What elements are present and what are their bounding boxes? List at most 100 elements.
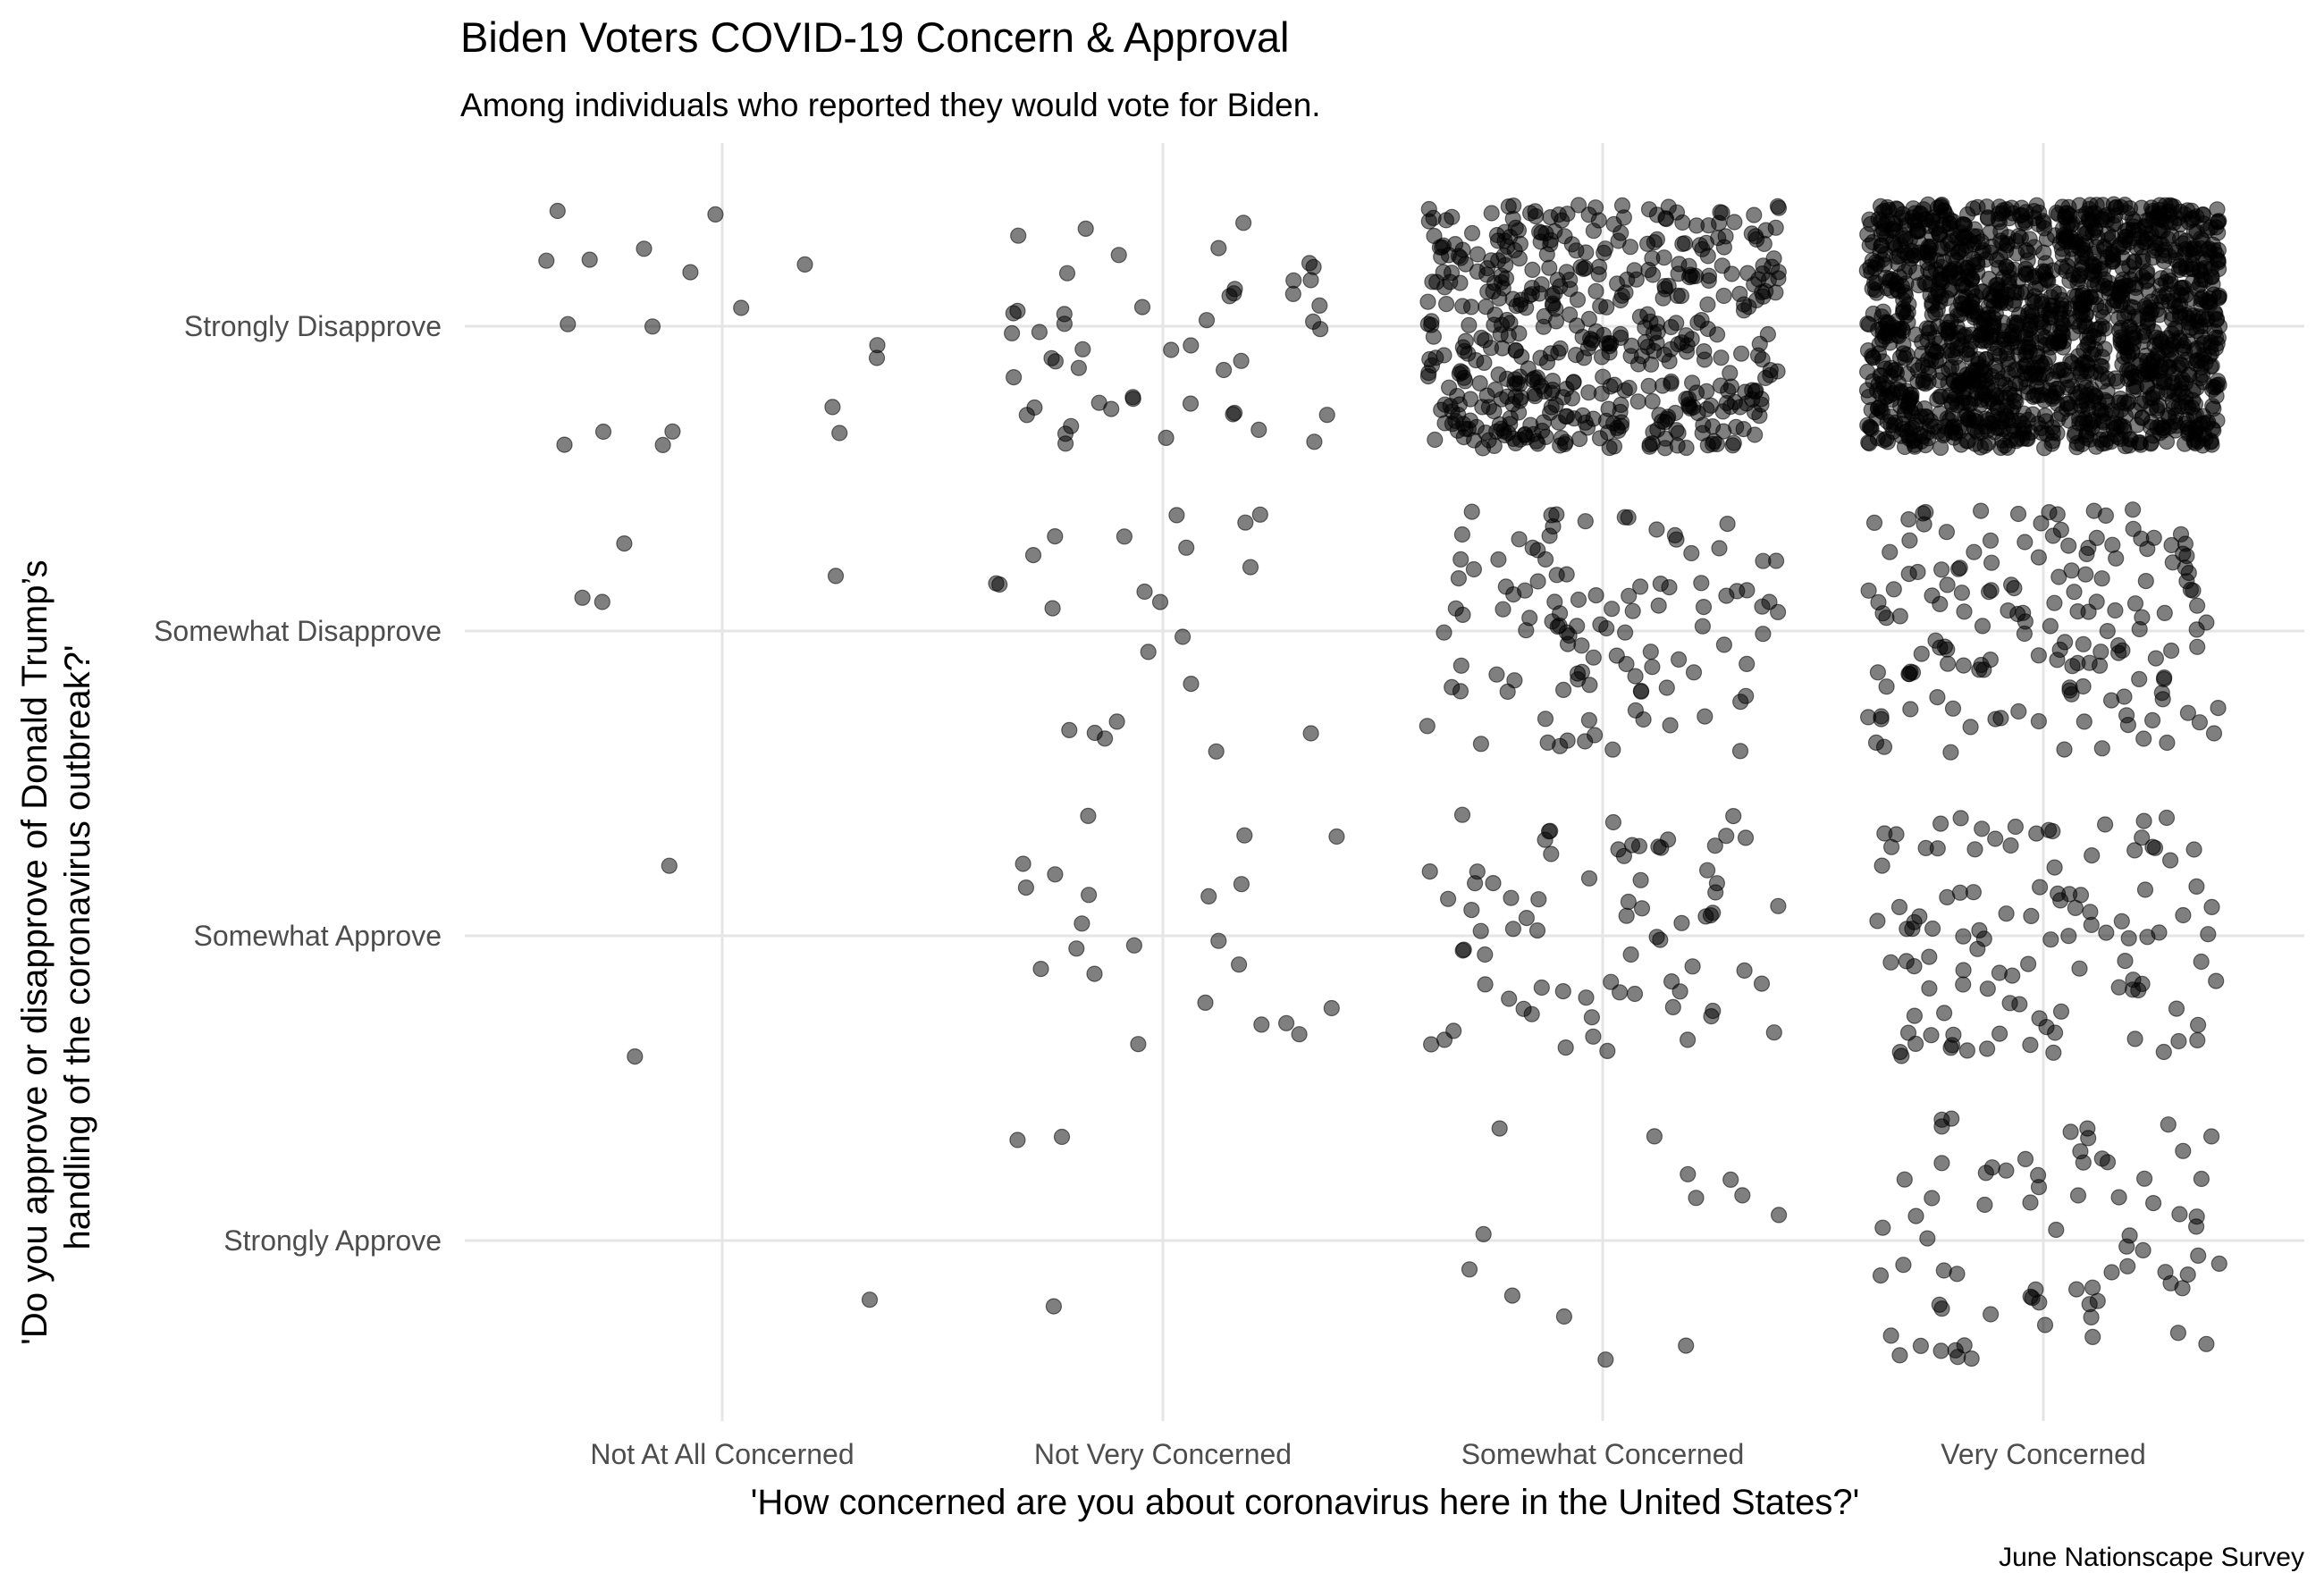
data-point — [1641, 438, 1658, 455]
data-point — [2070, 348, 2087, 365]
data-point — [2144, 838, 2161, 855]
data-point — [1719, 515, 1736, 533]
data-point — [1906, 1007, 1923, 1024]
data-point — [1463, 224, 1481, 241]
data-point — [1664, 998, 1681, 1016]
data-point — [1451, 396, 1469, 413]
data-point — [2151, 397, 2168, 414]
data-point — [2030, 549, 2047, 566]
data-point — [1982, 532, 2000, 549]
data-point — [1057, 435, 1074, 452]
data-point — [538, 252, 555, 269]
data-point — [1503, 1287, 1521, 1304]
data-point — [1976, 1196, 1993, 1214]
data-point — [1707, 884, 1724, 901]
data-point — [2109, 373, 2126, 390]
data-point — [1983, 554, 2000, 571]
data-point — [1644, 392, 1661, 410]
data-point — [1251, 506, 1268, 523]
data-point — [1557, 408, 1574, 425]
data-point — [1992, 710, 2009, 727]
data-point — [1550, 206, 1568, 223]
data-point — [560, 315, 577, 332]
data-point — [1453, 526, 1471, 543]
data-point — [2194, 206, 2211, 223]
data-point — [1183, 675, 1200, 693]
data-point — [1711, 540, 1728, 557]
data-point — [1491, 1120, 1508, 1137]
data-point — [2009, 605, 2026, 623]
data-point — [2001, 995, 2018, 1012]
data-point — [1086, 724, 1103, 742]
data-point — [1919, 254, 1936, 271]
data-point — [2080, 1130, 2097, 1147]
data-point — [2042, 931, 2059, 948]
data-point — [1425, 209, 1442, 226]
data-point — [1549, 272, 1566, 289]
data-point — [2041, 821, 2058, 838]
data-point — [1053, 1128, 1071, 1146]
data-point — [1747, 291, 1765, 308]
data-point — [1755, 626, 1772, 643]
data-point — [1668, 531, 1685, 548]
data-point — [1485, 874, 1502, 892]
data-point — [2084, 392, 2101, 409]
data-point — [2108, 550, 2125, 567]
data-point — [1047, 527, 1064, 545]
data-point — [2157, 1264, 2174, 1281]
data-point — [1537, 551, 1554, 568]
data-point — [1471, 374, 1488, 391]
data-point — [2026, 209, 2043, 227]
data-point — [2136, 881, 2154, 898]
data-point — [1632, 683, 1650, 700]
data-point — [1563, 236, 1580, 253]
data-point — [2075, 677, 2092, 695]
data-point — [1971, 661, 1988, 678]
data-point — [2135, 1241, 2151, 1259]
data-point — [2210, 261, 2227, 278]
data-point — [1673, 914, 1690, 931]
data-point — [1529, 573, 1546, 590]
y-tick-label: Strongly Approve — [223, 1224, 442, 1257]
y-axis-title-line-2: handling of the coronavirus outbreak?' — [58, 645, 97, 1250]
data-point — [2060, 537, 2077, 554]
data-point — [1461, 316, 1478, 333]
data-point — [1618, 655, 1635, 673]
data-point — [1577, 259, 1594, 276]
data-point — [1533, 979, 1550, 997]
data-point — [2093, 570, 2110, 587]
data-point — [831, 425, 848, 442]
data-point — [1580, 711, 1598, 728]
data-point — [1974, 820, 1991, 837]
data-point — [1601, 338, 1618, 355]
data-point — [2193, 1170, 2210, 1188]
data-point — [1133, 299, 1151, 315]
data-point — [1225, 285, 1242, 302]
data-point — [1461, 1261, 1478, 1278]
data-point — [2179, 704, 2196, 721]
data-point — [1979, 980, 1996, 997]
data-point — [1891, 248, 1908, 265]
data-point — [1554, 681, 1572, 699]
data-point — [2104, 536, 2121, 553]
data-point — [1983, 582, 2000, 599]
data-point — [1932, 439, 1949, 457]
data-point — [644, 318, 661, 335]
chart-title: Biden Voters COVID-19 Concern & Approval — [460, 13, 1289, 61]
data-point — [1125, 937, 1143, 954]
data-point — [1419, 293, 1436, 310]
data-point — [2126, 842, 2143, 859]
data-point — [1955, 276, 1972, 293]
x-tick-label: Not Very Concerned — [1034, 1438, 1292, 1470]
data-point — [1577, 414, 1594, 431]
data-point — [1978, 198, 1995, 215]
data-point — [2099, 1154, 2117, 1171]
data-point — [2208, 310, 2226, 327]
data-point — [1901, 532, 1918, 549]
data-point — [1452, 249, 1469, 266]
data-point — [1629, 393, 1646, 410]
data-point — [2151, 288, 2168, 305]
data-point — [2010, 228, 2027, 245]
data-point — [1693, 575, 1710, 592]
data-point — [2188, 1218, 2205, 1235]
